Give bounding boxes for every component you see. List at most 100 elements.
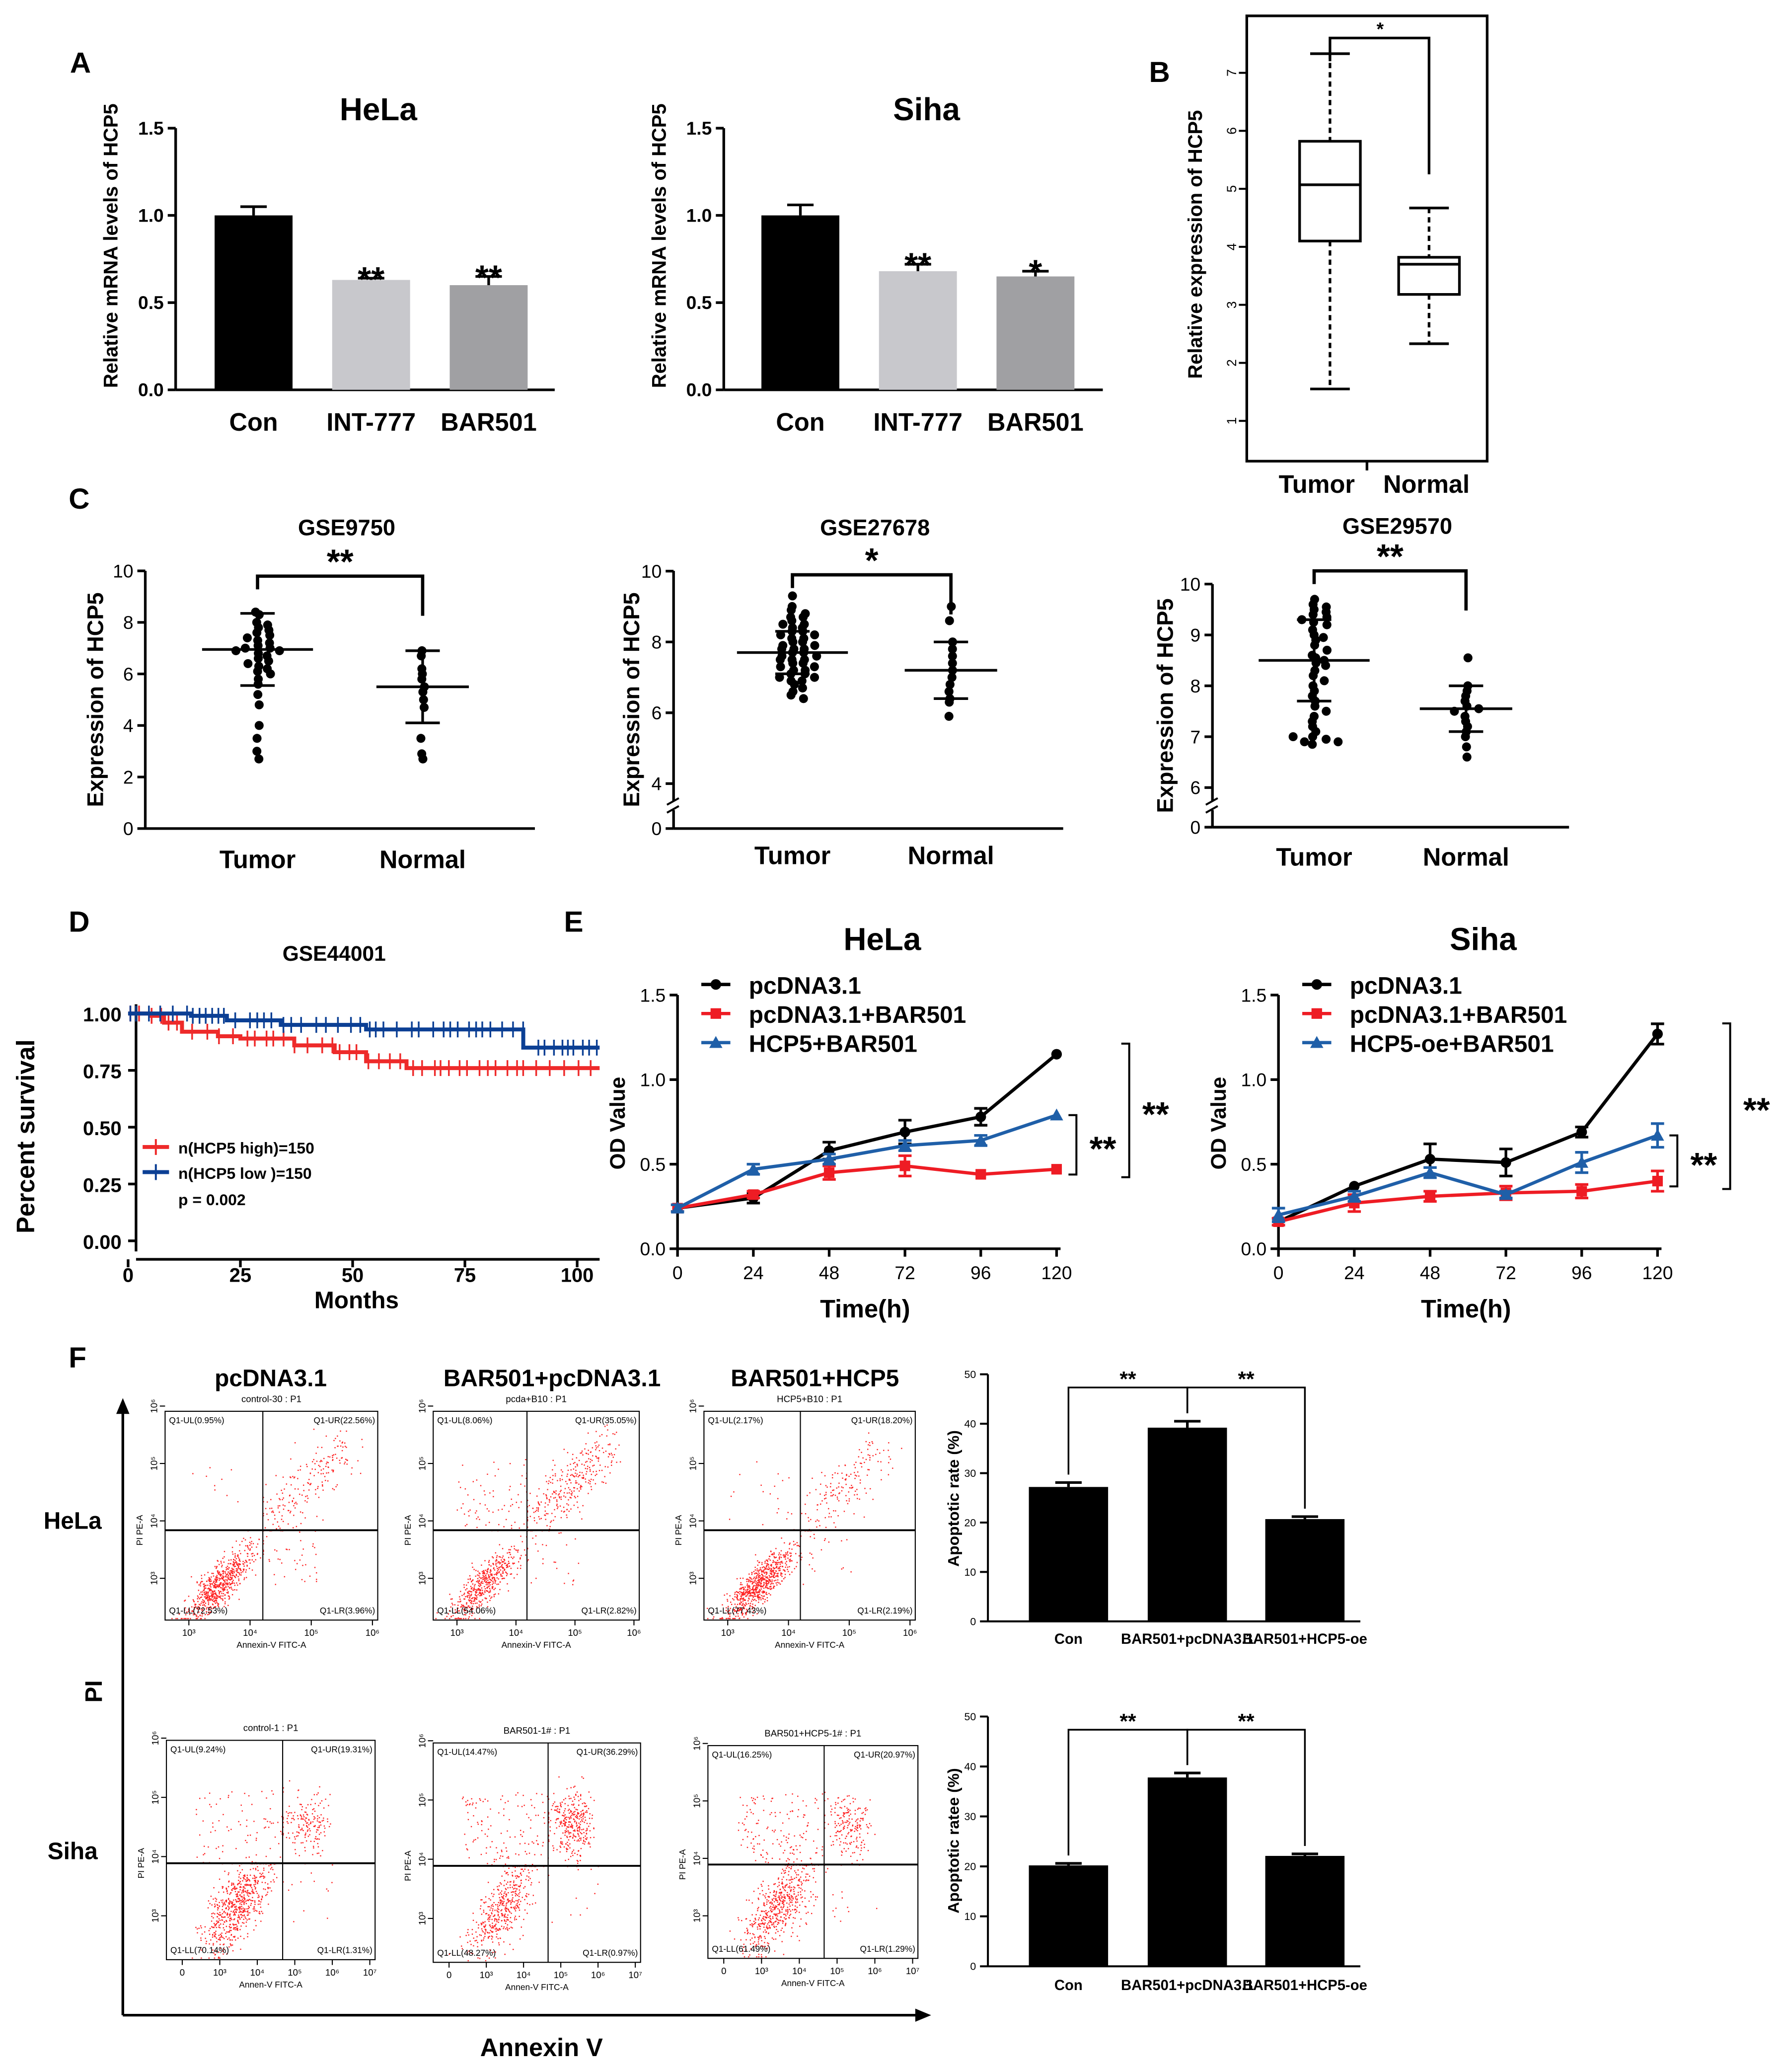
flow-event-dot bbox=[197, 1595, 199, 1597]
flow-event-dot bbox=[778, 1566, 780, 1568]
flow-event-dot bbox=[576, 1860, 578, 1861]
flow-event-dot bbox=[230, 1563, 231, 1565]
flow-event-dot bbox=[769, 1576, 771, 1578]
flow-event-dot bbox=[605, 1451, 607, 1452]
flow-event-dot bbox=[471, 1580, 472, 1582]
flow-event-dot bbox=[287, 1823, 289, 1824]
flow-event-dot bbox=[265, 1889, 266, 1890]
flow-event-dot bbox=[470, 1586, 472, 1587]
flow-event-dot bbox=[456, 1618, 457, 1619]
flow-event-dot bbox=[471, 1598, 473, 1600]
flow-event-dot bbox=[239, 1881, 241, 1883]
flow-event-dot bbox=[765, 1573, 767, 1575]
flow-event-dot bbox=[877, 1460, 879, 1462]
flow-event-dot bbox=[203, 1586, 205, 1588]
flow-event-dot bbox=[573, 1803, 575, 1805]
flow-event-dot bbox=[752, 1589, 753, 1591]
flow-event-dot bbox=[262, 1875, 264, 1877]
legend-label: HCP5+BAR501 bbox=[749, 1031, 917, 1057]
flow-event-dot bbox=[208, 1613, 210, 1615]
flow-event-dot bbox=[224, 1572, 226, 1574]
flow-event-dot bbox=[743, 1608, 745, 1610]
flow-event-dot bbox=[287, 1821, 288, 1823]
flow-event-dot bbox=[596, 1473, 597, 1475]
flow-event-dot bbox=[206, 1597, 207, 1598]
flow-event-dot bbox=[239, 1894, 241, 1896]
flow-event-dot bbox=[470, 1591, 471, 1593]
flow-event-dot bbox=[263, 1550, 264, 1552]
flow-event-dot bbox=[901, 1448, 902, 1449]
flow-event-dot bbox=[468, 1599, 469, 1601]
flow-event-dot bbox=[777, 1559, 778, 1561]
flow-event-dot bbox=[234, 1585, 236, 1586]
flow-event-dot bbox=[233, 1913, 235, 1915]
flow-event-dot bbox=[765, 1581, 767, 1582]
flow-event-dot bbox=[226, 1565, 228, 1567]
flow-event-dot bbox=[768, 1581, 770, 1583]
flow-event-dot bbox=[761, 1570, 763, 1571]
flow-event-dot bbox=[223, 1911, 224, 1913]
flow-event-dot bbox=[561, 1822, 562, 1824]
flow-event-dot bbox=[457, 1618, 459, 1619]
flow-event-dot bbox=[550, 1820, 551, 1822]
flow-event-dot bbox=[221, 1577, 223, 1579]
flow-event-dot bbox=[488, 1829, 489, 1830]
flow-event-dot bbox=[571, 1474, 573, 1475]
flow-event-dot bbox=[464, 1488, 466, 1490]
flow-event-dot bbox=[243, 1577, 245, 1579]
flow-event-dot bbox=[202, 1581, 203, 1582]
flow-event-dot bbox=[247, 1546, 249, 1548]
flow-event-dot bbox=[801, 1513, 803, 1514]
flow-event-dot bbox=[207, 1572, 209, 1573]
flow-event-dot bbox=[277, 1507, 279, 1509]
flow-event-dot bbox=[471, 1587, 473, 1589]
flow-event-dot bbox=[564, 1824, 566, 1825]
flow-event-dot bbox=[775, 1580, 777, 1581]
data-point bbox=[1319, 633, 1328, 642]
flow-event-dot bbox=[588, 1482, 589, 1484]
flow-event-dot bbox=[271, 1508, 273, 1509]
flow-event-dot bbox=[218, 1918, 220, 1919]
flow-event-dot bbox=[763, 1595, 765, 1597]
flow-event-dot bbox=[205, 1937, 206, 1939]
flow-event-dot bbox=[489, 1590, 491, 1591]
flow-event-dot bbox=[829, 1486, 831, 1488]
flow-event-dot bbox=[256, 1882, 258, 1884]
flow-event-dot bbox=[567, 1830, 569, 1832]
flow-event-dot bbox=[241, 1908, 242, 1910]
flow-event-dot bbox=[213, 1591, 214, 1592]
flow-event-dot bbox=[583, 1802, 585, 1804]
flow-event-dot bbox=[558, 1494, 559, 1496]
flow-event-dot bbox=[543, 1817, 545, 1819]
flow-event-dot bbox=[221, 1587, 223, 1589]
flow-event-dot bbox=[292, 1832, 294, 1834]
flow-event-dot bbox=[214, 1590, 216, 1592]
flow-event-dot bbox=[472, 1589, 474, 1591]
flow-event-dot bbox=[452, 1604, 453, 1606]
flow-event-dot bbox=[247, 1890, 249, 1891]
flow-event-dot bbox=[770, 1576, 772, 1578]
bar-con bbox=[761, 215, 839, 390]
quadrant-label-lr: Q1-LR(2.82%) bbox=[581, 1606, 636, 1615]
flow-event-dot bbox=[202, 1594, 204, 1596]
flow-event-dot bbox=[527, 1547, 528, 1549]
flow-event-dot bbox=[465, 1596, 466, 1598]
flow-event-dot bbox=[761, 1567, 763, 1568]
flow-event-dot bbox=[761, 1562, 763, 1563]
flow-event-dot bbox=[333, 1489, 335, 1491]
flow-event-dot bbox=[319, 1802, 321, 1804]
flow-event-dot bbox=[856, 1475, 857, 1477]
flow-event-dot bbox=[229, 1902, 231, 1904]
flow-event-dot bbox=[237, 1898, 239, 1900]
flow-event-dot bbox=[216, 1585, 218, 1587]
flow-event-dot bbox=[298, 1826, 299, 1828]
flow-event-dot bbox=[771, 1588, 773, 1590]
flow-event-dot bbox=[490, 1808, 491, 1810]
flow-event-dot bbox=[223, 1938, 225, 1939]
flow-event-dot bbox=[552, 1845, 554, 1846]
flow-event-dot bbox=[745, 1614, 747, 1615]
flow-event-dot bbox=[320, 1459, 322, 1461]
flow-event-dot bbox=[467, 1494, 469, 1496]
flow-event-dot bbox=[766, 1571, 768, 1573]
flow-event-dot bbox=[494, 1569, 496, 1571]
